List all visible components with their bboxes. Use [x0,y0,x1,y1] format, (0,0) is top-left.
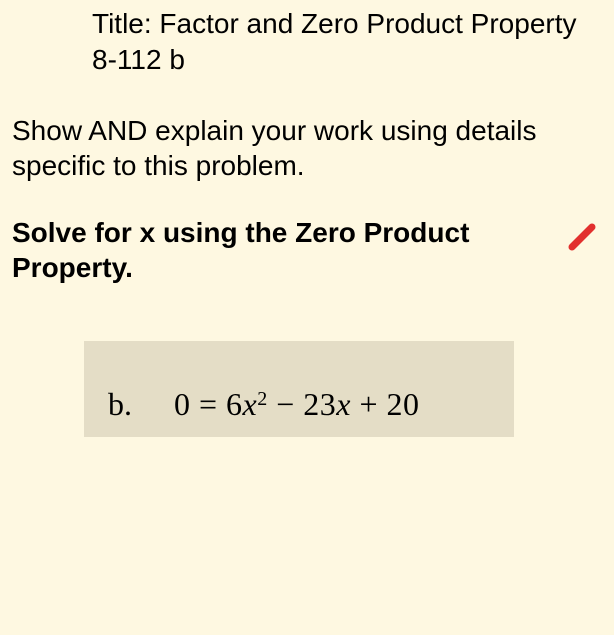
eq-term1-exp: 2 [257,388,268,410]
pen-icon[interactable] [564,219,600,255]
instructions-content: Show AND explain your work using details… [12,115,536,181]
eq-term1-var: x [243,386,258,422]
eq-lhs: 0 [174,386,191,422]
eq-minus: − [268,386,304,422]
eq-term2-var: x [336,386,351,422]
page-title: Title: Factor and Zero Product Property … [0,0,614,79]
instructions-text: Show AND explain your work using details… [0,79,614,183]
solve-prompt: Solve for x using the Zero Product Prope… [12,215,554,285]
eq-term3: 20 [387,386,420,422]
eq-equals: = [191,386,227,422]
eq-term1-coef: 6 [226,386,243,422]
equation-expression: 0 = 6x2 − 23x + 20 [174,386,420,423]
eq-term2-coef: 23 [303,386,336,422]
eq-plus: + [351,386,387,422]
equation-label: b. [108,386,132,423]
equation-box: b. 0 = 6x2 − 23x + 20 [84,341,514,437]
solve-text-content: Solve for x using the Zero Product Prope… [12,217,469,283]
title-text: Title: Factor and Zero Product Property … [92,8,577,75]
solve-row: Solve for x using the Zero Product Prope… [0,183,614,285]
